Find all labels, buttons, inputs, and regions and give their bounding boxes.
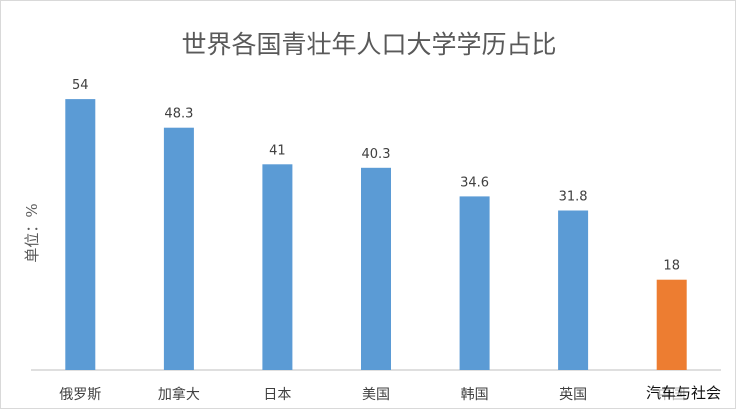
- y-axis-label: 单位：%: [23, 203, 41, 262]
- data-label-4: 40.3: [362, 147, 391, 162]
- bar-2: [163, 127, 194, 370]
- data-label-5: 34.6: [460, 175, 489, 190]
- bar-6: [558, 210, 589, 370]
- bar-5: [459, 196, 490, 370]
- watermark: 汽车与社会: [643, 382, 723, 403]
- data-label-6: 31.8: [559, 190, 588, 205]
- x-tick-label-3: 日本: [263, 387, 291, 403]
- bar-7: [656, 279, 687, 370]
- chart-title: 世界各国青壮年人口大学学历占比: [181, 30, 556, 59]
- x-tick-label-5: 韩国: [461, 387, 489, 403]
- data-labels-group: 54 48.3 41 40.3 34.6 31.8 18: [72, 78, 680, 274]
- bar-1: [65, 99, 96, 370]
- x-tick-label-6: 英国: [559, 386, 587, 403]
- x-tick-label-4: 美国: [362, 387, 390, 403]
- x-tick-label-2: 加拿大: [158, 386, 200, 403]
- x-tick-label-1: 俄罗斯: [59, 387, 101, 403]
- bar-4: [361, 167, 391, 370]
- x-tick-labels: 俄罗斯加拿大日本美国韩国英国中国: [59, 386, 685, 403]
- data-label-2: 48.3: [164, 107, 193, 122]
- bars-group: [65, 99, 687, 370]
- bar-3: [262, 164, 293, 370]
- data-label-7: 18: [663, 259, 680, 274]
- data-label-1: 54: [72, 78, 89, 93]
- data-label-3: 41: [269, 143, 286, 158]
